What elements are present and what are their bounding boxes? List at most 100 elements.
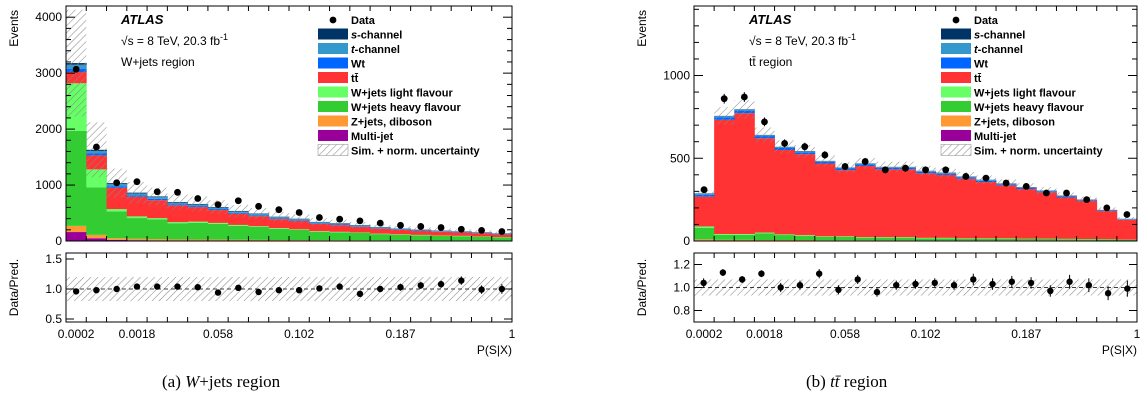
x-tick-label: 0.187 [385, 327, 415, 341]
data-point [761, 118, 768, 126]
data-point [781, 139, 789, 147]
bar-tt- [268, 219, 290, 229]
uncertainty-band [289, 214, 310, 224]
data-point [881, 166, 889, 174]
legend-swatch [941, 130, 971, 141]
ratio-point [854, 276, 861, 283]
x-tick-label: 0.0002 [686, 327, 723, 341]
legend-swatch [941, 57, 971, 69]
ratio-point [758, 270, 765, 277]
bar-w-jets-light-flavour [167, 222, 189, 224]
bar-w-jets-heavy-flavour [451, 236, 472, 241]
ratio-y-axis-label: Data/Pred. [635, 259, 649, 316]
legend-swatch [941, 28, 971, 40]
x-tick-label: 1 [1134, 327, 1141, 341]
ratio-point [1047, 287, 1054, 295]
uncertainty-band [167, 194, 188, 210]
data-point [740, 93, 748, 101]
ratio-y-tick-label: 0.8 [673, 304, 690, 318]
bar-w-jets-heavy-flavour [1116, 239, 1138, 241]
bar-w-jets-light-flavour [774, 234, 796, 236]
bar-w-jets-light-flavour [714, 234, 735, 235]
bar-tt- [734, 113, 755, 235]
bar-w-jets-heavy-flavour [1056, 239, 1077, 241]
legend-swatch [941, 43, 971, 54]
uncertainty-band [814, 155, 835, 167]
bar-w-jets-light-flavour [309, 231, 330, 232]
legend-marker-data [952, 16, 960, 24]
uncertainty-band [147, 187, 168, 206]
bar-w-jets-heavy-flavour [895, 237, 916, 241]
ratio-y-axis-label: Data/Pred. [7, 259, 21, 316]
ratio-y-tick-label: 0.5 [45, 312, 62, 326]
ratio-point [700, 279, 707, 287]
y-tick-label: 2000 [35, 122, 62, 136]
ratio-y-tick-label: 1.2 [673, 258, 690, 272]
legend-label: W+jets light flavour [974, 88, 1076, 100]
data-point [174, 188, 181, 196]
data-point [922, 166, 929, 174]
bar-w-jets-heavy-flavour [349, 232, 371, 241]
data-point [1002, 179, 1010, 187]
legend-label-uncertainty: Sim. + norm. uncertainty [351, 146, 481, 158]
bar-w-jets-heavy-flavour [714, 234, 735, 240]
y-tick-label: 0 [683, 234, 690, 248]
data-point [902, 164, 909, 172]
caption-b: (b) tt̄ region [806, 372, 888, 391]
data-point [113, 179, 121, 187]
ratio-point [356, 290, 364, 297]
bar-w-jets-heavy-flavour [410, 235, 432, 241]
x-axis-label: P(S|X) [1102, 343, 1137, 357]
legend-label: s-channel [974, 30, 1025, 42]
legend-label: t-channel [351, 44, 400, 56]
data-point [478, 226, 485, 234]
bar-z-jets-diboson [734, 239, 755, 241]
bar-w-jets-heavy-flavour [66, 130, 87, 226]
ratio-point [931, 279, 938, 287]
bar-tt- [430, 231, 452, 236]
bar-z-jets-diboson [86, 234, 107, 239]
x-axis-label: P(S|X) [477, 343, 512, 357]
data-point [1042, 189, 1050, 197]
ratio-point [377, 285, 384, 293]
y-tick-label: 1000 [663, 69, 690, 83]
region-label: tt̄ region [749, 55, 792, 69]
ratio-point [458, 277, 465, 284]
data-point [376, 219, 384, 227]
bar-z-jets-diboson [714, 239, 735, 241]
uncertainty-band [1116, 217, 1137, 221]
x-tick-label: 0.0002 [58, 327, 95, 341]
ratio-point [316, 285, 323, 292]
bar-w-jets-light-flavour [248, 226, 270, 228]
y-tick-label: 0 [55, 234, 62, 248]
legend-swatch [318, 130, 348, 141]
data-point [295, 209, 303, 216]
energy-lumi-label: √s = 8 TeV, 20.3 fb-1 [749, 32, 856, 48]
bar-w-jets-light-flavour [268, 228, 290, 229]
data-point [214, 201, 222, 209]
data-point [234, 197, 242, 205]
ratio-point [738, 276, 746, 283]
bar-w-jets-heavy-flavour [955, 238, 977, 241]
data-point [861, 158, 869, 165]
legend-label-data: Data [351, 15, 376, 27]
y-tick-label: 4000 [35, 10, 62, 24]
ratio-point [478, 286, 485, 293]
bar-tt- [1056, 197, 1077, 239]
bar-multi-jet [66, 232, 87, 241]
bar-z-jets-diboson [289, 240, 310, 241]
uncertainty-band [309, 218, 330, 226]
ratio-point [777, 284, 784, 291]
bar-tt- [491, 234, 513, 238]
bar-tt- [915, 173, 937, 238]
panel-wjets-region: 0 1000 2000 3000 4000 Events ATLAS √s = 8 TeV, … [7, 5, 516, 357]
bar-w-jets-heavy-flavour [1096, 239, 1118, 241]
data-point [1083, 196, 1091, 204]
legend-swatch [941, 72, 971, 83]
ratio-point [336, 283, 343, 290]
ratio-point [719, 269, 727, 276]
bar-w-jets-light-flavour [694, 226, 715, 228]
bar-w-jets-light-flavour [228, 224, 249, 226]
uncertainty-band [794, 144, 815, 158]
ratio-point [113, 285, 120, 293]
